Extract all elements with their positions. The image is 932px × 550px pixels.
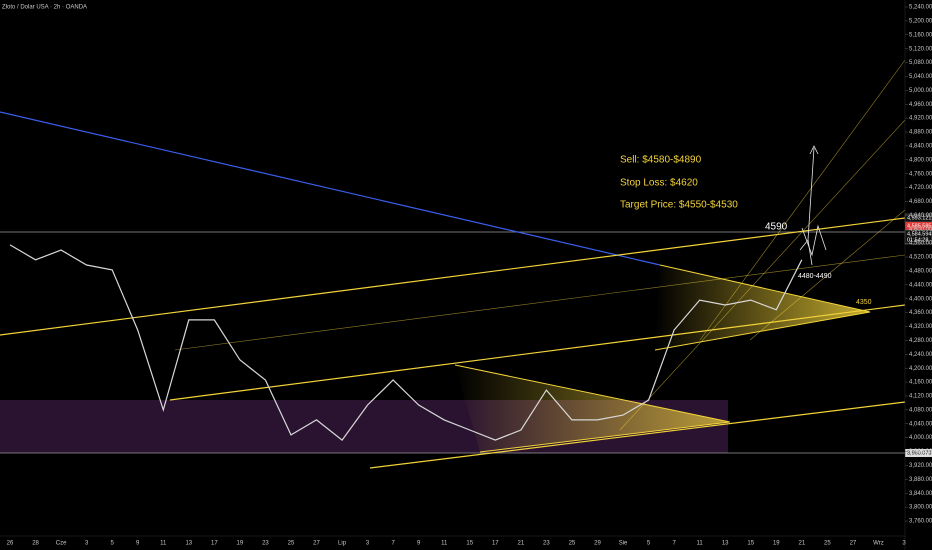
y-tick-label: 4,840.000 — [909, 143, 932, 149]
x-tick-label: 15 — [747, 541, 754, 547]
x-tick-label: 11 — [160, 541, 167, 547]
x-tick-label: 7 — [391, 541, 395, 547]
price-tag-box — [905, 222, 932, 230]
price-tag: 01:54:28 — [907, 237, 928, 243]
y-tick-label: 4,600.000 — [909, 227, 932, 233]
arrows — [799, 145, 827, 266]
x-tick-label: 7 — [672, 541, 676, 547]
y-tick-label: 4,560.000 — [909, 241, 932, 247]
x-tick-label: 21 — [798, 541, 805, 547]
y-tick-label: 5,240.000 — [909, 5, 932, 11]
x-tick-label: 17 — [211, 541, 218, 547]
price-tag: 4,593.121 — [907, 215, 931, 221]
x-tick-label: 23 — [262, 541, 269, 547]
x-tick-label: Cze — [56, 541, 67, 547]
x-tick-label: 17 — [492, 541, 499, 547]
x-tick-label: Lip — [338, 541, 347, 547]
y-tick-label: 5,120.000 — [909, 46, 932, 52]
trend-line — [0, 111, 661, 266]
x-tick-label: 11 — [441, 541, 448, 547]
annotation: 4480-4490 — [798, 273, 832, 280]
x-tick-label: 23 — [543, 541, 550, 547]
x-tick-label: Wrz — [873, 541, 884, 547]
x-tick-label: 26 — [7, 541, 14, 547]
y-tick-label: 4,320.000 — [909, 324, 932, 330]
price-tag-box — [905, 449, 932, 457]
y-tick-label: 4,200.000 — [909, 366, 932, 372]
y-tick-label: 5,040.000 — [909, 74, 932, 80]
x-tick-label: 13 — [722, 541, 729, 547]
y-tick-label: 4,040.000 — [909, 421, 932, 427]
y-tick-label: 4,800.000 — [909, 157, 932, 163]
y-tick-label: 4,360.000 — [909, 310, 932, 316]
x-tick-label: 25 — [824, 541, 831, 547]
price-tag: 3,960.073 — [907, 450, 931, 456]
y-tick-label: 5,080.000 — [909, 60, 932, 66]
x-tick-label: Sie — [619, 541, 628, 547]
y-tick-label: 4,080.000 — [909, 407, 932, 413]
x-tick-label: 27 — [313, 541, 320, 547]
annotation: Stop Loss: $4620 — [620, 178, 698, 189]
x-tick-label: 9 — [417, 541, 421, 547]
annotation: 4350 — [856, 299, 872, 306]
y-tick-label: 4,440.000 — [909, 282, 932, 288]
x-tick-label: 3 — [902, 541, 906, 547]
y-tick-label: 4,120.000 — [909, 394, 932, 400]
x-tick-label: 3 — [85, 541, 89, 547]
x-tick-label: 21 — [518, 541, 525, 547]
y-tick-label: 3,960.000 — [909, 449, 932, 455]
x-tick-label: 5 — [647, 541, 651, 547]
y-tick-label: 5,200.000 — [909, 18, 932, 24]
x-tick-label: 11 — [697, 541, 704, 547]
y-tick-label: 3,840.000 — [909, 491, 932, 497]
x-tick-label: 25 — [569, 541, 576, 547]
y-tick-label: 4,960.000 — [909, 102, 932, 108]
triangle — [655, 265, 870, 350]
annotation: Target Price: $4550-$4530 — [620, 200, 738, 211]
y-tick-label: 4,920.000 — [909, 116, 932, 122]
y-tick-label: 5,160.000 — [909, 32, 932, 38]
y-tick-label: 4,400.000 — [909, 296, 932, 302]
y-tick-label: 3,920.000 — [909, 463, 932, 469]
x-tick-label: 19 — [237, 541, 244, 547]
y-tick-label: 5,000.000 — [909, 88, 932, 94]
x-tick-label: 13 — [185, 541, 192, 547]
y-tick-label: 4,640.000 — [909, 213, 932, 219]
x-tick-label: 27 — [850, 541, 857, 547]
price-tag: 4,585.585 — [907, 223, 931, 229]
x-tick-label: 28 — [32, 541, 39, 547]
y-tick-label: 4,000.000 — [909, 435, 932, 441]
y-tick-label: 4,720.000 — [909, 185, 932, 191]
x-tick-label: 29 — [594, 541, 601, 547]
y-tick-label: 4,680.000 — [909, 199, 932, 205]
chart-title: Złoto / Dolar USA · 2h · OANDA — [2, 5, 87, 11]
y-tick-label: 3,800.000 — [909, 505, 932, 511]
y-tick-label: 4,760.000 — [909, 171, 932, 177]
y-tick-label: 3,760.000 — [909, 519, 932, 525]
y-tick-label: 4,280.000 — [909, 338, 932, 344]
x-tick-label: 19 — [773, 541, 780, 547]
y-tick-label: 4,480.000 — [909, 269, 932, 275]
price-tag: 4,584.594 — [907, 231, 931, 237]
x-tick-label: 5 — [110, 541, 114, 547]
price-line — [9, 244, 803, 441]
y-tick-label: 4,240.000 — [909, 352, 932, 358]
x-tick-label: 25 — [288, 541, 295, 547]
x-tick-label: 3 — [366, 541, 370, 547]
y-tick-label: 4,160.000 — [909, 380, 932, 386]
trend-lines — [0, 59, 906, 469]
y-tick-label: 4,520.000 — [909, 255, 932, 261]
y-tick-label: 4,880.000 — [909, 130, 932, 136]
y-tick-label: 3,880.000 — [909, 477, 932, 483]
annotation: 4590 — [765, 222, 788, 233]
annotation: Sell: $4580-$4890 — [620, 155, 702, 166]
x-tick-label: 9 — [136, 541, 140, 547]
x-tick-label: 15 — [466, 541, 473, 547]
